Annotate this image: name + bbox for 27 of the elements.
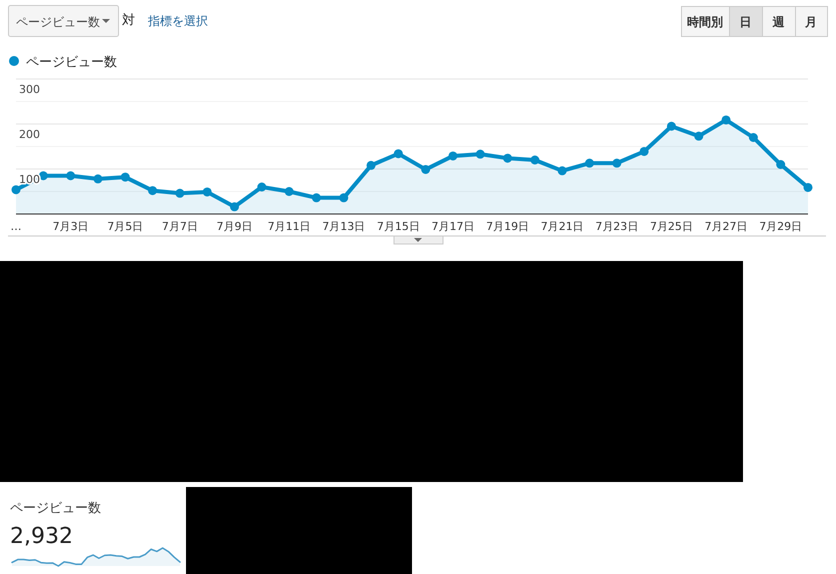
y-tick-label: 200 xyxy=(19,128,40,141)
text: ページビュー数 xyxy=(16,15,100,29)
y-tick-label: 300 xyxy=(19,83,40,96)
x-tick-label: 7月7日 xyxy=(162,220,198,233)
text: 月 xyxy=(804,15,817,29)
x-tick-label: 7月17日 xyxy=(431,220,474,233)
x-tick-label: 7月5日 xyxy=(107,220,144,233)
x-tick-label: 7月19日 xyxy=(486,220,530,233)
x-tick-label: 7月15日 xyxy=(376,220,420,233)
text: 対 xyxy=(122,12,135,28)
text: 時間別 xyxy=(687,15,723,29)
x-tick-label: 7月13日 xyxy=(322,220,366,233)
x-tick-label: 7月25日 xyxy=(650,220,693,233)
chart-title: ページビュー数 xyxy=(10,501,101,516)
x-tick-label: 7月9日 xyxy=(216,220,252,233)
text: 日 xyxy=(740,15,752,29)
x-tick-label: 7月29日 xyxy=(759,220,802,233)
text: 指標を選択 xyxy=(147,14,208,28)
x-tick-label: 7月3日 xyxy=(52,220,89,233)
x-tick-label: 7月27日 xyxy=(704,220,748,233)
x-tick-label: 7月11日 xyxy=(268,220,311,233)
x-tick-label: 7月21日 xyxy=(540,220,584,233)
legend-label: ページビュー数 xyxy=(26,55,117,70)
x-tick-label: 7月23日 xyxy=(595,220,638,233)
annotation: 2,932 xyxy=(10,524,73,549)
x-tick-label: … xyxy=(10,220,22,233)
text: 週 xyxy=(772,15,786,29)
